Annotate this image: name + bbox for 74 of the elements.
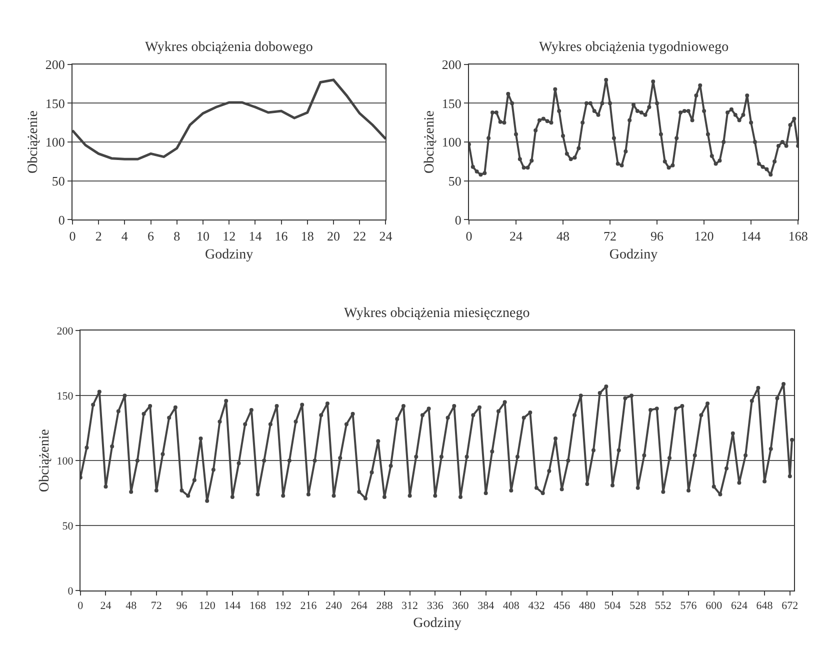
- y-tick-label: 150: [56, 390, 74, 402]
- x-tick-label: 48: [126, 600, 138, 612]
- y-tick-label: 150: [442, 96, 462, 111]
- x-tick-label: 192: [274, 600, 292, 612]
- chart-title: Wykres obciążenia dobowego: [145, 40, 313, 55]
- x-tick-label: 24: [509, 228, 523, 244]
- x-tick-label: 288: [376, 600, 394, 612]
- x-tick-label: 240: [326, 600, 343, 612]
- x-tick-label: 672: [782, 600, 798, 612]
- y-tick-label: 200: [56, 326, 74, 338]
- x-tick-label: 2: [95, 228, 102, 244]
- x-tick-label: 552: [654, 600, 672, 612]
- x-tick-label: 528: [630, 600, 647, 612]
- x-tick-label: 216: [300, 600, 318, 612]
- y-tick-label: 100: [442, 134, 462, 150]
- x-tick-label: 12: [222, 228, 236, 244]
- y-axis-title: Obciążenie: [37, 429, 52, 492]
- y-tick-label: 0: [454, 212, 462, 228]
- x-tick-label: 384: [478, 600, 495, 612]
- x-tick-label: 20: [327, 228, 340, 244]
- y-tick-label: 100: [45, 134, 65, 150]
- y-axis-title: Obciążenie: [422, 110, 438, 174]
- x-tick-label: 120: [198, 600, 216, 612]
- x-tick-label: 168: [250, 600, 267, 612]
- chart-title: Wykres obciążenia tygodniowego: [539, 40, 729, 55]
- x-tick-label: 0: [466, 228, 472, 244]
- y-tick-label: 200: [442, 56, 462, 72]
- x-tick-label: 360: [452, 600, 470, 612]
- x-tick-label: 432: [528, 600, 545, 612]
- x-tick-label: 456: [554, 600, 571, 612]
- x-tick-label: 144: [224, 600, 242, 612]
- x-tick-label: 624: [730, 600, 748, 612]
- x-axis-title: Godziny: [204, 248, 254, 263]
- y-tick-label: 0: [58, 212, 65, 228]
- y-tick-label: 0: [68, 585, 74, 598]
- x-tick-label: 18: [300, 228, 314, 244]
- x-tick-label: 312: [402, 600, 418, 612]
- x-tick-label: 600: [706, 600, 723, 612]
- y-axis-title: Obciążenie: [26, 110, 41, 174]
- y-tick-label: 150: [45, 96, 65, 111]
- x-tick-label: 480: [578, 600, 596, 612]
- x-tick-label: 6: [148, 228, 155, 244]
- x-axis-title: Godziny: [609, 248, 658, 263]
- x-tick-label: 14: [248, 228, 262, 244]
- y-tick-label: 200: [45, 56, 65, 72]
- x-tick-label: 504: [604, 600, 622, 612]
- x-tick-label: 4: [121, 228, 128, 244]
- line-series: [72, 78, 386, 160]
- x-tick-label: 8: [174, 228, 180, 244]
- chart-title: Wykres obciążenia miesięcznego: [344, 306, 530, 321]
- x-tick-label: 408: [502, 600, 520, 612]
- x-tick-label: 264: [350, 600, 368, 612]
- x-tick-label: 22: [353, 228, 366, 244]
- x-tick-label: 24: [379, 228, 393, 244]
- x-tick-label: 0: [78, 600, 84, 612]
- y-tick-label: 100: [56, 455, 74, 468]
- x-tick-label: 10: [196, 228, 210, 244]
- x-tick-label: 336: [426, 600, 444, 612]
- x-tick-label: 168: [788, 228, 808, 244]
- x-tick-label: 16: [274, 228, 288, 244]
- x-tick-label: 120: [694, 228, 714, 244]
- x-tick-label: 96: [176, 600, 188, 612]
- x-tick-label: 96: [650, 228, 664, 244]
- x-axis-title: Godziny: [413, 616, 462, 632]
- x-tick-label: 24: [100, 600, 112, 612]
- y-tick-label: 50: [52, 173, 65, 188]
- x-tick-label: 144: [741, 228, 762, 244]
- x-tick-label: 576: [680, 600, 698, 612]
- x-tick-label: 72: [150, 600, 162, 612]
- x-tick-label: 72: [604, 228, 617, 244]
- x-tick-label: 48: [556, 228, 570, 244]
- y-tick-label: 50: [448, 173, 462, 188]
- x-tick-label: 648: [756, 600, 774, 612]
- y-tick-label: 50: [62, 520, 74, 532]
